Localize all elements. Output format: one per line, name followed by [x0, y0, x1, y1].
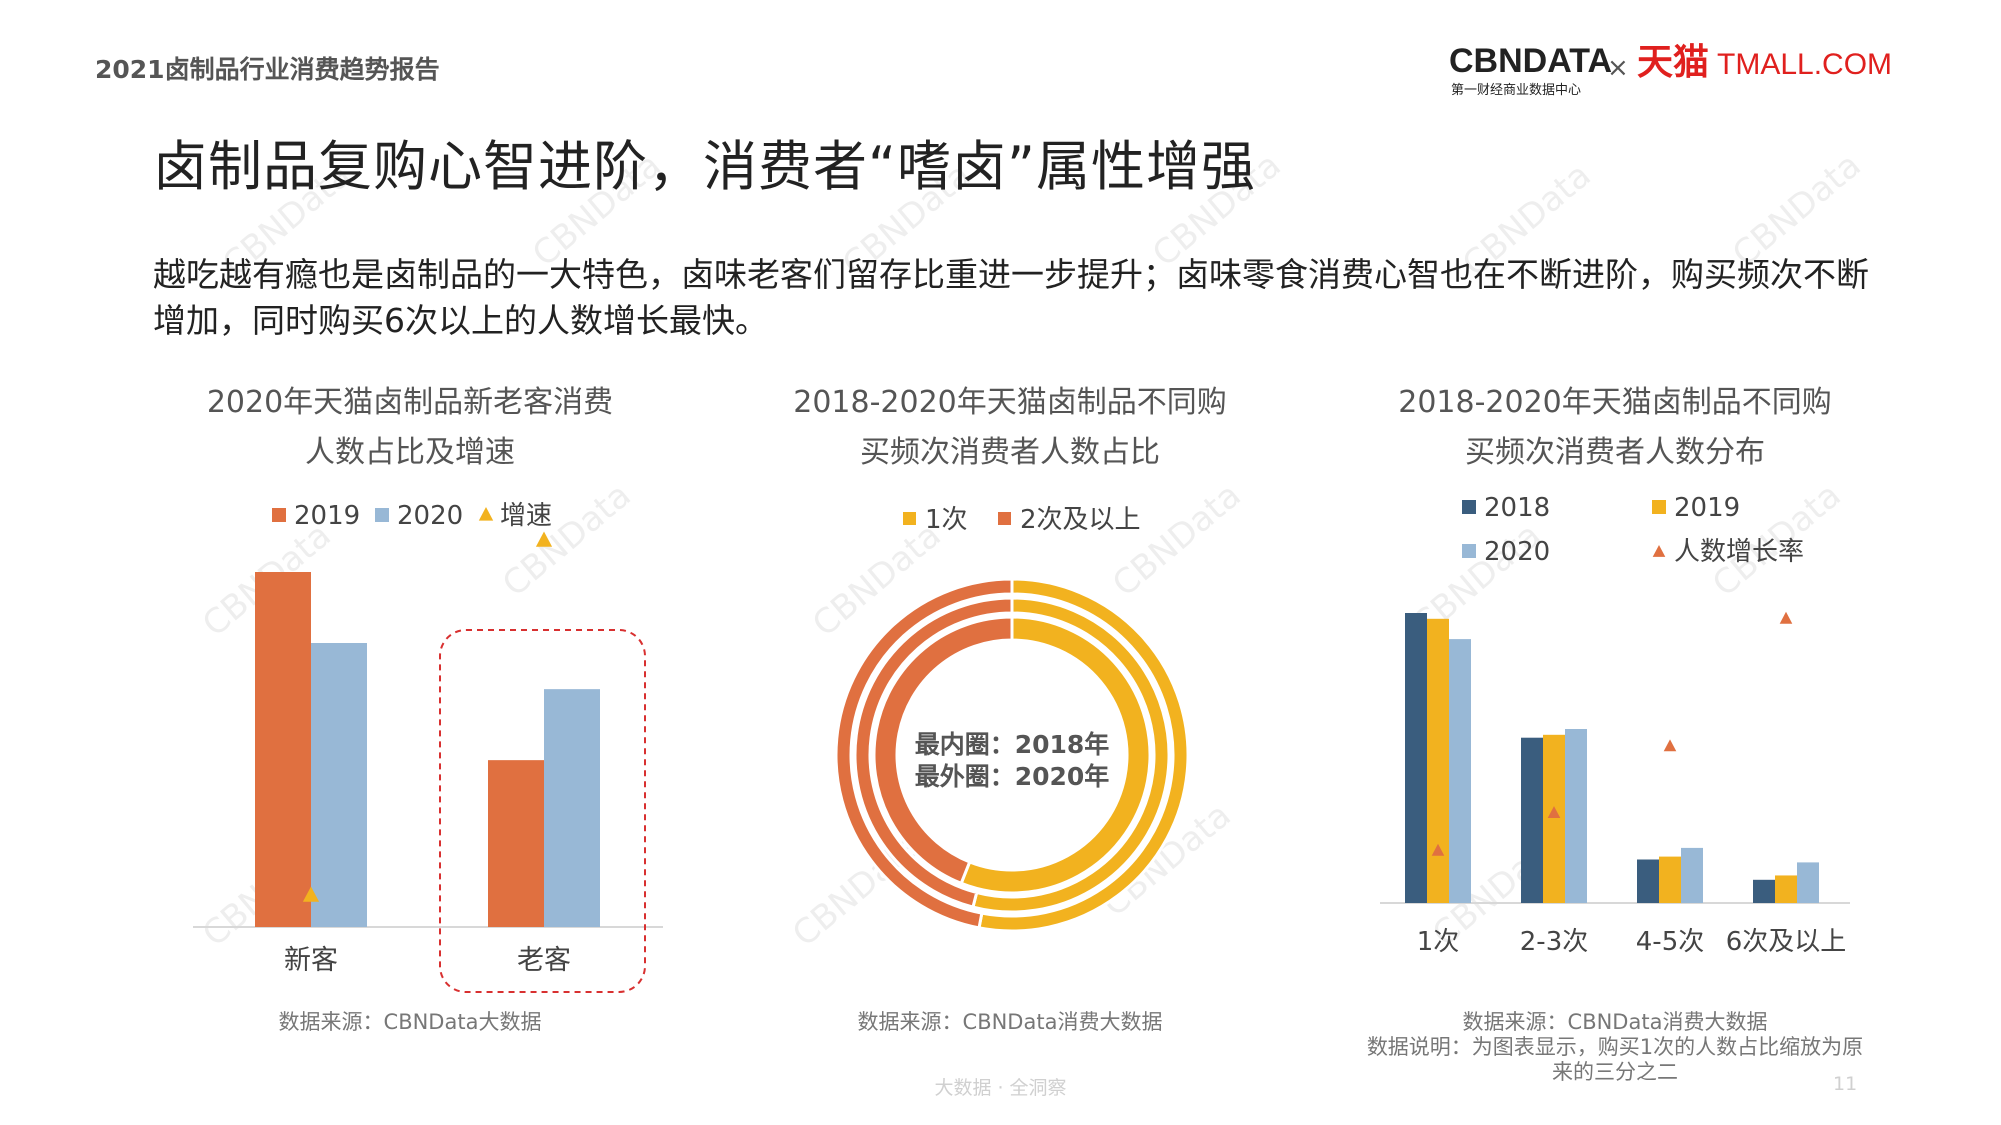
- chart1-growth-marker-老客: [535, 531, 553, 547]
- logo-separator: ×: [1607, 53, 1629, 83]
- cbndata-logo-sub: 第一财经商业数据中心: [1451, 83, 1581, 98]
- chart2-center-label-inner: 最内圈：2018年: [915, 730, 1110, 759]
- chart1-bar-新客-2019: [255, 572, 311, 927]
- chart3-legend-swatch-2019: [1652, 500, 1666, 514]
- chart3-growth-marker-2-3次: [1547, 806, 1561, 818]
- chart3-bar-6次及以上-2018: [1753, 879, 1775, 903]
- chart1-title-line1: 2020年天猫卤制品新老客消费: [206, 385, 614, 420]
- chart2-center-label-outer: 最外圈：2020年: [915, 762, 1110, 791]
- chart1-legend-swatch-2019: [272, 508, 286, 522]
- brand-logos: CBNDATA 第一财经商业数据中心 × 天猫 TMALL.COM: [1449, 42, 1892, 98]
- chart1-legend-label-2019: 2019: [294, 501, 360, 531]
- chart2-slice-2019-2次及以上: [853, 596, 1014, 909]
- cbndata-logo: CBNDATA: [1449, 42, 1612, 80]
- chart2-legend-swatch-1次: [903, 512, 916, 525]
- chart3-title-line1: 2018-2020年天猫卤制品不同购: [1398, 385, 1832, 420]
- chart3-notes: 数据来源：CBNData消费大数据 数据说明：为图表显示，购买1次的人数占比缩放…: [1340, 1010, 1890, 1085]
- report-title: 2021卤制品行业消费趋势报告: [95, 55, 440, 84]
- chart3-legend-growth-icon: [1652, 545, 1666, 557]
- chart3-bar-1次-2019: [1427, 618, 1449, 903]
- chart1-source: 数据来源：CBNData大数据: [278, 1010, 542, 1034]
- chart2-legend: 1次 2次及以上: [903, 505, 1141, 535]
- chart3-title-line2: 买频次消费者人数分布: [1465, 435, 1765, 470]
- chart3-legend-label-2019: 2019: [1674, 493, 1740, 523]
- chart3-note-line2: 来的三分之二: [1552, 1060, 1678, 1084]
- chart3-x-tick-label: 1次: [1417, 927, 1460, 957]
- chart3-bar-4-5次-2019: [1659, 856, 1681, 903]
- chart3-x-tick-label: 6次及以上: [1726, 927, 1847, 957]
- chart3-bar-4-5次-2018: [1637, 859, 1659, 903]
- chart3-growth-marker-1次: [1431, 843, 1445, 856]
- page-number: 11: [1833, 1073, 1858, 1095]
- footer-tagline: 大数据 · 全洞察: [934, 1077, 1067, 1099]
- chart2-source: 数据来源：CBNData消费大数据: [857, 1010, 1163, 1034]
- chart2-title-line2: 买频次消费者人数占比: [860, 435, 1160, 470]
- chart1-legend-label-2020: 2020: [397, 501, 463, 531]
- chart1-bar-老客-2020: [544, 689, 600, 927]
- chart1-legend: 2019 2020 增速: [272, 501, 552, 531]
- chart2-legend-label-2次及以上: 2次及以上: [1020, 505, 1141, 535]
- chart3-bar-1次-2018: [1405, 613, 1427, 903]
- chart3-legend-label-2018: 2018: [1484, 493, 1550, 523]
- chart3-legend: 2018 2019 2020 人数增长率: [1462, 493, 1804, 567]
- chart1-title-line2: 人数占比及增速: [305, 435, 515, 470]
- chart2-legend-swatch-2次及以上: [998, 512, 1011, 525]
- chart3-bar-4-5次-2020: [1681, 847, 1703, 903]
- chart1-bar-新客-2020: [311, 643, 367, 927]
- chart3-title: 2018-2020年天猫卤制品不同购 买频次消费者人数分布: [1360, 378, 1870, 478]
- chart3-bar-2-3次-2020: [1565, 729, 1587, 903]
- chart2-legend-label-1次: 1次: [925, 505, 968, 535]
- chart2-title-line1: 2018-2020年天猫卤制品不同购: [793, 385, 1227, 420]
- chart3-bar-6次及以上-2019: [1775, 875, 1797, 903]
- chart2-slice-2020-2次及以上: [834, 577, 1014, 930]
- chart3-x-tick-label: 2-3次: [1520, 927, 1588, 957]
- chart1-legend-swatch-2020: [375, 508, 389, 522]
- page-title: 卤制品复购心智进阶，消费者“嗜卤”属性增强: [153, 135, 1256, 198]
- intro-text: 越吃越有瘾也是卤制品的一大特色，卤味老客们留存比重进一步提升；卤味零食消费心智也…: [153, 255, 1869, 340]
- chart3-legend-swatch-2020: [1462, 544, 1476, 558]
- chart3-legend-label-growth: 人数增长率: [1674, 537, 1804, 567]
- chart3-legend-label-2020: 2020: [1484, 537, 1550, 567]
- chart3-bar-2-3次-2019: [1543, 734, 1565, 903]
- chart1-x-tick-label: 老客: [517, 945, 571, 976]
- chart3-legend-swatch-2018: [1462, 500, 1476, 514]
- tmall-logo-cn: 天猫: [1637, 42, 1709, 83]
- chart3-note-line1: 数据说明：为图表显示，购买1次的人数占比缩放为原: [1366, 1035, 1864, 1059]
- chart3-growth-marker-6次及以上: [1779, 611, 1793, 624]
- chart1-highlight-box: [439, 629, 646, 993]
- tmall-logo-en: TMALL.COM: [1717, 48, 1892, 81]
- chart1-legend-growth-icon: [478, 507, 494, 521]
- chart1-growth-marker-新客: [302, 886, 320, 902]
- chart1-bar-老客-2019: [488, 760, 544, 927]
- chart3-growth-marker-4-5次: [1663, 739, 1677, 752]
- chart2-title: 2018-2020年天猫卤制品不同购 买频次消费者人数占比: [760, 378, 1260, 478]
- chart3-source: 数据来源：CBNData消费大数据: [1462, 1010, 1768, 1034]
- chart1-legend-label-growth: 增速: [500, 501, 552, 531]
- chart1-title: 2020年天猫卤制品新老客消费 人数占比及增速: [150, 378, 670, 478]
- chart1-x-tick-label: 新客: [284, 945, 338, 976]
- chart3-x-tick-label: 4-5次: [1636, 927, 1704, 957]
- chart3-bar-2-3次-2018: [1521, 737, 1543, 903]
- chart3-bar-1次-2020: [1449, 639, 1471, 903]
- chart3-bar-6次及以上-2020: [1797, 862, 1819, 903]
- chart2-slice-2018-2次及以上: [872, 615, 1014, 886]
